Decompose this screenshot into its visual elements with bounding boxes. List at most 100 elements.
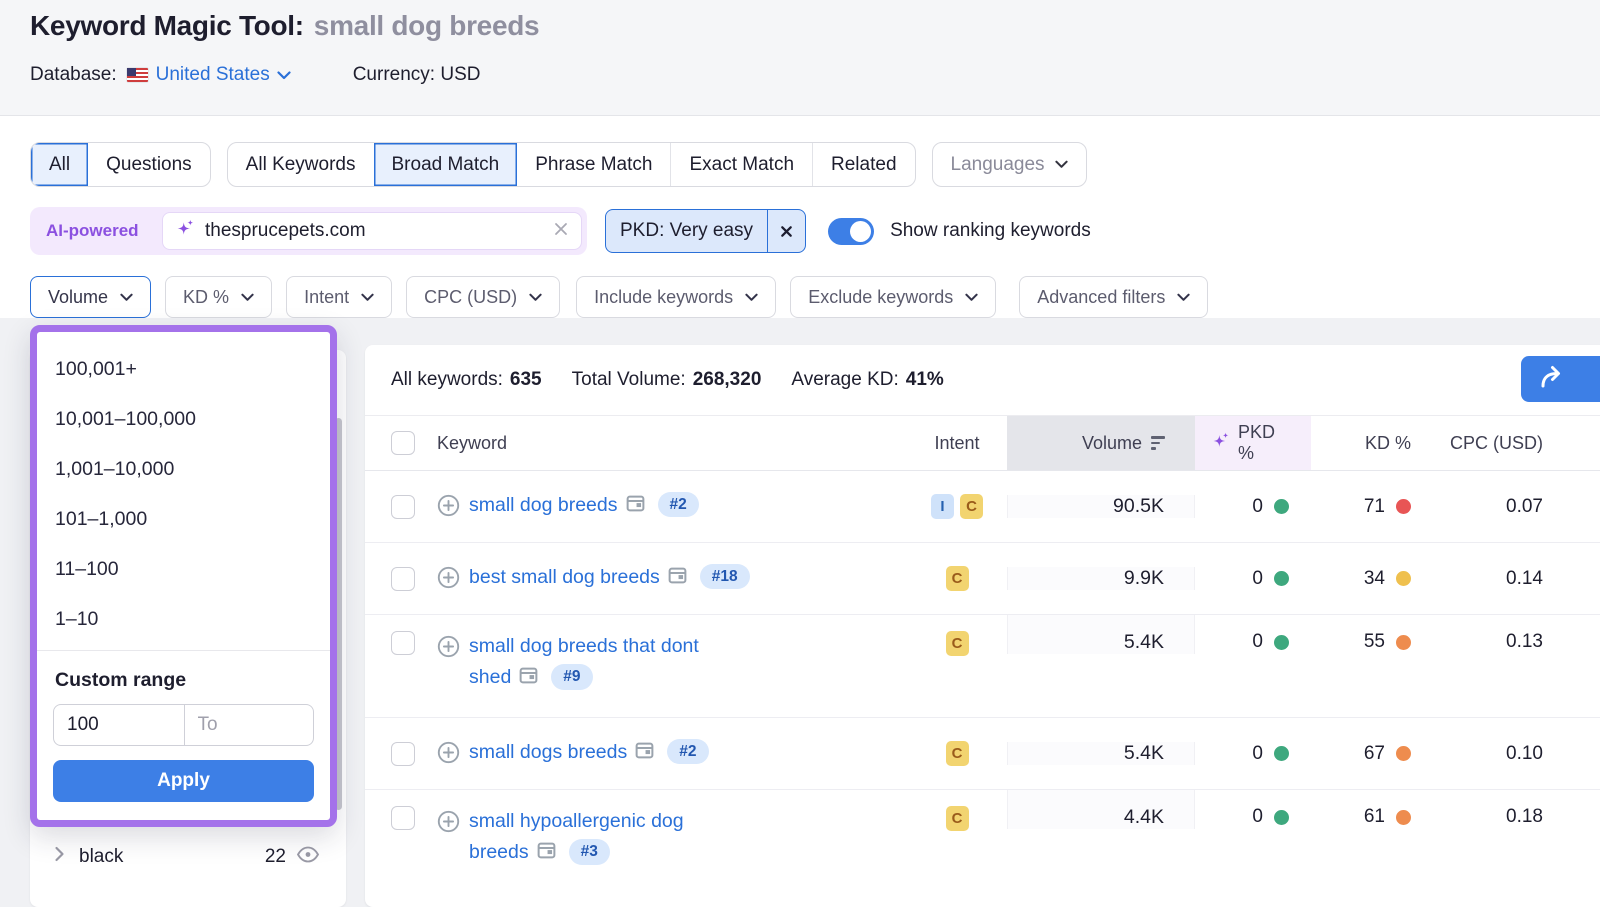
volume-value: 4.4K xyxy=(1123,806,1164,828)
pkd-value: 0 xyxy=(1252,631,1263,652)
select-all-checkbox[interactable] xyxy=(391,431,415,455)
cpc-value: 0.13 xyxy=(1506,631,1543,652)
volume-filter-button[interactable]: Volume xyxy=(30,276,152,318)
clear-input-icon[interactable] xyxy=(553,221,569,242)
add-to-list-icon[interactable] xyxy=(437,494,460,523)
tab-phrase-match[interactable]: Phrase Match xyxy=(535,153,653,175)
volume-option[interactable]: 1–10 xyxy=(55,607,99,630)
keyword-link[interactable]: small dogs breeds #2 xyxy=(469,737,709,771)
volume-option[interactable]: 1,001–10,000 xyxy=(55,457,175,480)
keyword-link[interactable]: small hypoallergenic dog breeds #3 xyxy=(469,806,684,871)
kd-filter-button[interactable]: KD % xyxy=(165,276,273,318)
volume-cell: 5.4K xyxy=(1007,742,1195,765)
pkd-value: 0 xyxy=(1252,495,1263,517)
intent-filter-button[interactable]: Intent xyxy=(286,276,393,318)
summary-bar: All keywords: 635 Total Volume: 268,320 Av… xyxy=(365,345,1600,415)
volume-option[interactable]: 11–100 xyxy=(55,557,119,580)
intent-badge-i: I xyxy=(931,494,954,519)
include-keywords-button[interactable]: Include keywords xyxy=(576,276,777,318)
volume-cell: 4.4K xyxy=(1007,790,1195,829)
kd-value: 67 xyxy=(1363,742,1385,764)
volume-from-input[interactable] xyxy=(54,705,184,745)
cpc-value: 0.07 xyxy=(1506,495,1543,517)
pkd-column-header[interactable]: PKD % xyxy=(1195,416,1311,470)
kd-column-header[interactable]: KD % xyxy=(1364,432,1411,453)
table-body: small dog breeds #2 I C 90.5K 0 71 0.07 best sma… xyxy=(365,471,1600,893)
eye-icon[interactable] xyxy=(296,846,320,869)
pkd-filter-label: PKD: Very easy xyxy=(620,220,754,241)
kd-cell: 34 xyxy=(1311,568,1433,590)
remove-pkd-filter-icon[interactable] xyxy=(767,210,805,252)
toggle-knob xyxy=(850,220,872,242)
serp-features-icon[interactable] xyxy=(625,493,646,524)
tab-all-keywords[interactable]: All Keywords xyxy=(245,153,356,175)
chevron-down-icon xyxy=(120,293,133,302)
sidebar-scrollbar[interactable] xyxy=(335,418,342,810)
intent-badge-c: C xyxy=(945,806,969,831)
volume-option[interactable]: 101–1,000 xyxy=(55,507,148,530)
cpc-cell: 0.18 xyxy=(1433,790,1573,828)
row-checkbox[interactable] xyxy=(391,741,415,766)
tab-all[interactable]: All xyxy=(31,143,89,186)
all-keywords-stat: All keywords: 635 xyxy=(391,369,542,390)
tab-exact-match[interactable]: Exact Match xyxy=(670,143,812,186)
languages-dropdown[interactable]: Languages xyxy=(931,142,1087,187)
serp-features-icon[interactable] xyxy=(634,740,655,771)
serp-features-icon[interactable] xyxy=(536,840,557,871)
tab-questions[interactable]: Questions xyxy=(106,153,192,175)
exclude-keywords-button[interactable]: Exclude keywords xyxy=(790,276,997,318)
tab-broad-match[interactable]: Broad Match xyxy=(373,143,518,186)
pkd-cell: 0 xyxy=(1195,615,1311,653)
intent-badge-c: C xyxy=(945,566,969,591)
keyword-cell: small hypoallergenic dog breeds #3 xyxy=(437,790,907,871)
show-ranking-keywords-toggle[interactable] xyxy=(828,217,875,245)
cpc-column-header[interactable]: CPC (USD) xyxy=(1450,432,1543,453)
kd-cell: 71 xyxy=(1311,496,1433,518)
database-label: Database: xyxy=(30,64,117,85)
row-checkbox[interactable] xyxy=(391,566,415,591)
apply-button[interactable]: Apply xyxy=(53,760,314,802)
ai-powered-search: AI-powered thesprucepets.com xyxy=(30,207,587,255)
kd-dot xyxy=(1396,809,1411,825)
chevron-down-icon xyxy=(241,293,254,302)
ranking-position-badge: #2 xyxy=(657,491,699,517)
cpc-value: 0.10 xyxy=(1506,742,1543,764)
serp-features-icon[interactable] xyxy=(518,665,539,696)
advanced-filters-button[interactable]: Advanced filters xyxy=(1019,276,1209,318)
serp-features-icon[interactable] xyxy=(667,565,688,596)
pkd-value: 0 xyxy=(1252,742,1263,764)
add-to-list-icon[interactable] xyxy=(437,566,460,595)
volume-option[interactable]: 100,001+ xyxy=(55,357,137,380)
volume-to-input[interactable] xyxy=(183,705,313,745)
intent-cell: C xyxy=(907,615,1007,656)
volume-column-header[interactable]: Volume xyxy=(1007,416,1195,470)
table-row: best small dog breeds #18 C 9.9K 0 34 0.14 xyxy=(365,543,1600,615)
keyword-column-header[interactable]: Keyword xyxy=(437,432,508,453)
group-count: 22 xyxy=(264,846,286,867)
cpc-cell: 0.13 xyxy=(1433,615,1573,653)
volume-option[interactable]: 10,001–100,000 xyxy=(55,407,196,430)
cpc-filter-button[interactable]: CPC (USD) xyxy=(406,276,561,318)
tab-related[interactable]: Related xyxy=(812,143,915,186)
keyword-cell: best small dog breeds #18 xyxy=(437,562,907,596)
intent-badge-c: C xyxy=(960,494,983,519)
database-selector[interactable]: United States xyxy=(156,64,291,86)
chevron-down-icon xyxy=(529,293,542,302)
chevron-right-icon[interactable] xyxy=(54,846,65,868)
row-checkbox[interactable] xyxy=(391,494,415,519)
keyword-link[interactable]: best small dog breeds #18 xyxy=(469,562,750,596)
add-to-list-icon[interactable] xyxy=(437,810,460,839)
row-checkbox[interactable] xyxy=(391,631,415,655)
keyword-group-row[interactable]: black 22 xyxy=(30,835,332,879)
share-button[interactable] xyxy=(1521,356,1600,402)
add-to-list-icon[interactable] xyxy=(437,741,460,770)
row-checkbox[interactable] xyxy=(391,806,415,830)
pkd-cell: 0 xyxy=(1195,743,1311,765)
add-to-list-icon[interactable] xyxy=(437,635,460,664)
domain-search-input[interactable]: thesprucepets.com xyxy=(162,212,582,250)
keyword-link[interactable]: small dog breeds #2 xyxy=(469,490,699,524)
keyword-link[interactable]: small dog breeds that dont shed #9 xyxy=(469,631,699,696)
intent-column-header[interactable]: Intent xyxy=(934,432,980,453)
table-row: small dog breeds #2 I C 90.5K 0 71 0.07 xyxy=(365,471,1600,543)
